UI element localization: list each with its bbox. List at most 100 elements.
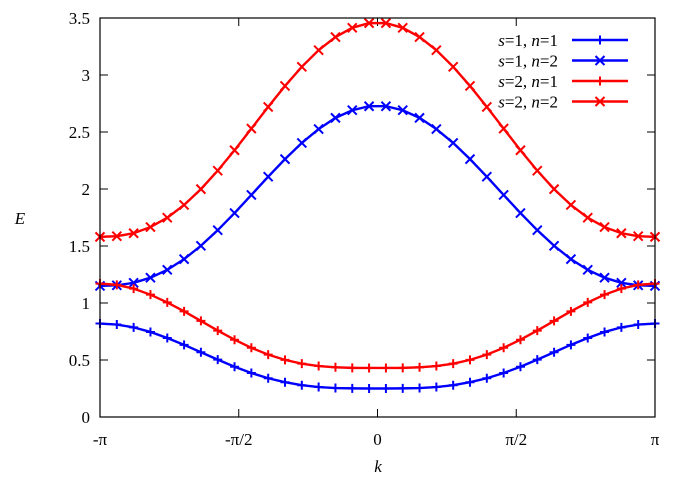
data-point <box>481 171 493 182</box>
data-point <box>633 320 643 330</box>
legend: s=1, n=1 s=1, n=2s=2, n=1 s=2, n=2 <box>498 31 628 112</box>
data-point <box>196 347 206 357</box>
data-point <box>347 383 357 393</box>
y-tick-label: 1 <box>82 294 91 313</box>
legend-marker <box>595 76 605 86</box>
data-point <box>212 165 223 176</box>
data-point <box>330 383 340 393</box>
data-point <box>129 322 139 332</box>
data-point <box>532 326 542 336</box>
data-point <box>565 253 577 265</box>
y-tick-label: 0.5 <box>69 351 90 370</box>
data-point <box>246 368 256 378</box>
data-point <box>296 61 308 72</box>
legend-marker <box>594 96 606 107</box>
data-point <box>415 362 425 372</box>
x-tick-label: π/2 <box>505 430 527 449</box>
data-point <box>414 31 425 43</box>
data-point <box>381 363 391 373</box>
data-point <box>447 61 459 72</box>
legend-marker <box>595 35 605 45</box>
data-point <box>314 382 324 392</box>
data-point <box>582 212 593 223</box>
series-s2-n2 <box>94 17 661 243</box>
data-point <box>129 284 139 294</box>
data-point <box>162 297 172 307</box>
data-point <box>447 137 459 149</box>
legend-label: s=2, n=2 <box>498 93 558 112</box>
data-point <box>313 44 324 56</box>
data-point <box>616 322 626 332</box>
data-point <box>263 350 273 360</box>
data-point <box>499 368 509 378</box>
legend-label: s=2, n=1 <box>498 72 558 91</box>
series-s1-n2 <box>94 101 661 292</box>
data-point <box>212 224 223 236</box>
data-point <box>162 212 173 223</box>
data-point <box>498 123 509 134</box>
data-point <box>633 280 643 290</box>
data-point <box>230 335 240 345</box>
data-point <box>549 347 559 357</box>
data-point <box>330 362 340 372</box>
data-point <box>482 373 492 383</box>
x-tick-label: -π/2 <box>225 430 252 449</box>
legend-label: s=1, n=1 <box>498 31 558 50</box>
data-point <box>431 123 442 135</box>
data-point <box>178 253 190 265</box>
data-point <box>532 355 542 365</box>
data-point <box>532 224 543 236</box>
data-point <box>515 145 526 156</box>
data-point <box>499 343 509 353</box>
data-point <box>632 230 644 242</box>
data-point <box>548 240 560 251</box>
data-point <box>465 377 475 387</box>
data-point <box>364 363 374 373</box>
data-point <box>448 359 458 369</box>
legend-entry: s=1, n=1 <box>498 31 628 50</box>
data-point <box>498 189 509 201</box>
data-point <box>532 165 543 176</box>
data-point <box>583 333 593 343</box>
y-axis-label: E <box>14 209 26 228</box>
data-point <box>566 306 576 316</box>
data-point <box>515 207 526 219</box>
data-point <box>464 80 476 92</box>
data-point <box>229 145 240 156</box>
data-point <box>145 327 155 337</box>
data-point <box>280 355 290 365</box>
data-point <box>582 264 593 276</box>
data-point <box>229 207 240 219</box>
data-point <box>213 355 223 365</box>
series-curves <box>94 17 661 393</box>
data-point <box>162 333 172 343</box>
data-point <box>398 363 408 373</box>
data-point <box>196 316 206 326</box>
data-point <box>179 340 189 350</box>
data-point <box>246 123 257 134</box>
data-point <box>230 362 240 372</box>
data-point <box>515 362 525 372</box>
data-point <box>464 153 476 165</box>
data-point <box>363 101 375 112</box>
legend-label: s=1, n=2 <box>498 52 558 71</box>
y-tick-label: 1.5 <box>69 237 90 256</box>
y-tick-label: 0 <box>82 408 91 427</box>
data-point <box>112 280 122 290</box>
data-point <box>246 343 256 353</box>
data-point <box>363 17 375 29</box>
y-tick-label: 2 <box>82 180 91 199</box>
data-point <box>616 228 627 239</box>
data-point <box>599 272 610 283</box>
data-point <box>297 380 307 390</box>
x-axis-label: k <box>374 457 382 476</box>
data-point <box>262 171 274 182</box>
y-tick-label: 3 <box>82 66 91 85</box>
data-point <box>195 183 207 195</box>
data-point <box>549 316 559 326</box>
data-point <box>263 373 273 383</box>
data-point <box>481 101 493 113</box>
data-point <box>145 272 156 283</box>
series-line <box>99 322 656 390</box>
